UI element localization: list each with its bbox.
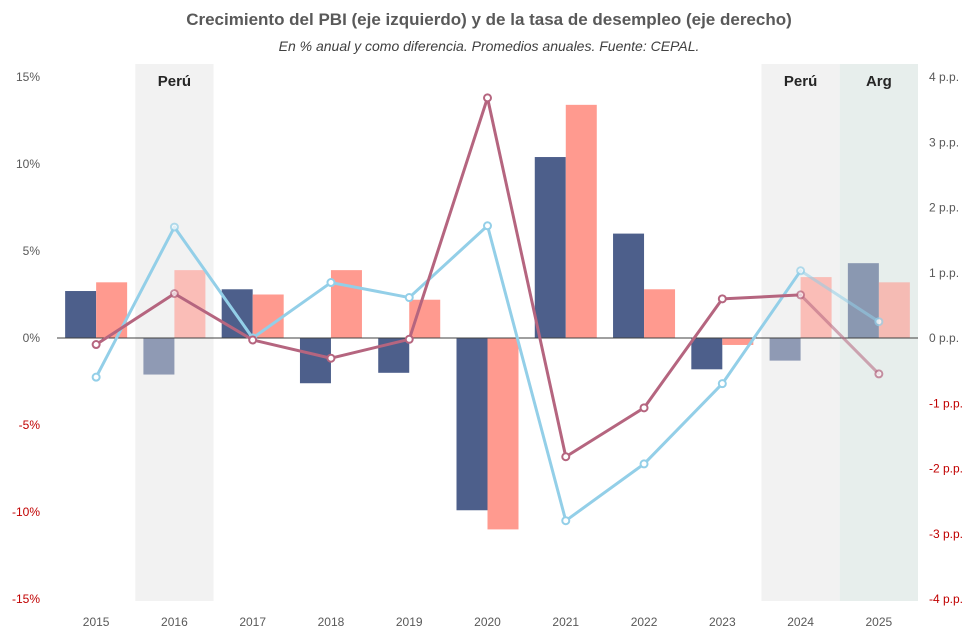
bar-series1-2022 [613, 233, 645, 338]
left-tick-label: -10% [12, 505, 40, 519]
line-series2-segment-2016 [172, 292, 255, 342]
bar-series1-2018 [299, 338, 331, 384]
left-tick-label: -5% [19, 418, 41, 432]
line-series1-segment-2020 [486, 224, 568, 523]
right-tick-label: -4 p.p. [929, 592, 963, 606]
x-axis: 2015 2016 2017 2018 2019 2020 2021 2022 2023 2024… [83, 615, 893, 629]
bar-series2-2018 [330, 270, 362, 338]
line-series2-point-2017 [248, 335, 258, 345]
x-tick-label: 2016 [161, 615, 188, 629]
right-tick-label: -2 p.p. [929, 462, 963, 476]
bar-series2-2023 [722, 338, 754, 345]
line-series2-segment-2023 [720, 293, 803, 301]
bar-series1-2021 [534, 157, 566, 338]
band-label-2025: Arg [866, 73, 892, 90]
line-series1-segment-2016 [172, 225, 255, 340]
right-axis: 4 p.p. 3 p.p. 2 p.p. 1 p.p. 0 p.p. -1 p.p. -2 … [929, 70, 963, 606]
bar-series1-2020 [456, 338, 488, 511]
bar-series1-2015 [65, 291, 97, 338]
line-series1-segment-2023 [720, 269, 803, 386]
line-series2-point-2020 [483, 93, 492, 103]
bar-series2-2020 [487, 338, 519, 530]
line-series2-point-2021 [561, 452, 571, 462]
line-series1-point-2025 [874, 317, 884, 327]
line-series1-point-2020 [483, 221, 492, 231]
line-series1-point-2019 [404, 293, 414, 303]
line-series2-segment-2019 [407, 96, 489, 341]
left-tick-label: -15% [12, 592, 40, 606]
line-series1-point-2021 [561, 516, 571, 526]
x-tick-label: 2025 [866, 615, 893, 629]
line-series1-segment-2019 [407, 224, 489, 300]
right-tick-label: 4 p.p. [929, 70, 959, 84]
line-series1-segment-2015 [94, 225, 176, 379]
right-tick-label: 1 p.p. [929, 266, 959, 280]
right-tick-label: -1 p.p. [929, 396, 963, 410]
right-tick-label: 3 p.p. [929, 135, 959, 149]
x-tick-label: 2024 [787, 615, 814, 629]
left-tick-label: 5% [23, 244, 41, 258]
bar-series2-2017 [252, 294, 284, 338]
x-tick-label: 2017 [239, 615, 266, 629]
line-series1-segment-2024 [799, 269, 881, 324]
line-series1-segment-2022 [642, 382, 724, 466]
line-series2-point-2019 [404, 334, 414, 344]
band-label-2016: Perú [158, 73, 191, 90]
bar-series1-2024 [769, 338, 801, 361]
line-series1-point-2022 [639, 459, 649, 469]
bar-series1-2025 [847, 263, 879, 338]
x-tick-label: 2023 [709, 615, 736, 629]
highlight-bands: Perú Perú Arg [135, 64, 918, 601]
x-tick-label: 2020 [474, 615, 501, 629]
bar-series [65, 104, 910, 530]
x-tick-label: 2018 [318, 615, 345, 629]
line-series2-segment-2017 [251, 338, 333, 360]
line-series2-point-2025 [874, 369, 884, 379]
right-tick-label: -3 p.p. [929, 527, 963, 541]
line-series2-point-2022 [639, 403, 649, 413]
line-series1-point-2018 [326, 278, 336, 288]
bar-series1-2023 [691, 338, 723, 370]
chart-subtitle: En % anual y como diferencia. Promedios … [278, 38, 700, 54]
line-series1-segment-2021 [564, 462, 646, 523]
line-series2-point-2023 [717, 294, 727, 304]
line-series2-segment-2022 [642, 297, 724, 410]
line-series2-segment-2024 [799, 293, 881, 376]
line-series [91, 93, 884, 526]
chart-title: Crecimiento del PBI (eje izquierdo) y de… [186, 10, 792, 29]
line-series2-segment-2021 [564, 406, 646, 459]
line-series1-segment-2018 [329, 281, 411, 300]
bar-series2-2025 [878, 282, 910, 338]
x-tick-label: 2021 [552, 615, 579, 629]
line-series1-point-2023 [717, 379, 727, 389]
line-series2-segment-2018 [329, 337, 411, 360]
left-tick-label: 15% [16, 70, 40, 84]
x-tick-label: 2019 [396, 615, 423, 629]
right-tick-label: 2 p.p. [929, 201, 959, 215]
line-series1-point-2016 [169, 222, 179, 232]
x-tick-label: 2022 [631, 615, 658, 629]
line-series2-point-2015 [91, 340, 101, 350]
line-series1-point-2024 [796, 266, 806, 276]
band-label-2024: Perú [784, 73, 817, 90]
bar-series2-2022 [644, 289, 676, 338]
right-tick-label: 0 p.p. [929, 331, 959, 345]
line-series2-point-2016 [169, 289, 179, 299]
left-axis: 15% 10% 5% 0% -5% -10% -15% [12, 70, 40, 606]
bar-series2-2021 [565, 104, 597, 338]
line-series2-segment-2020 [486, 96, 568, 459]
line-series1-point-2015 [91, 372, 101, 382]
bar-series1-2016 [143, 338, 175, 375]
line-series1-segment-2017 [251, 281, 333, 340]
left-tick-label: 10% [16, 157, 40, 171]
bar-series2-2019 [409, 299, 441, 338]
x-tick-label: 2015 [83, 615, 110, 629]
line-series2-segment-2015 [94, 292, 176, 347]
left-tick-label: 0% [23, 331, 41, 345]
line-series2-point-2024 [796, 290, 806, 300]
line-series2-point-2018 [326, 353, 336, 363]
